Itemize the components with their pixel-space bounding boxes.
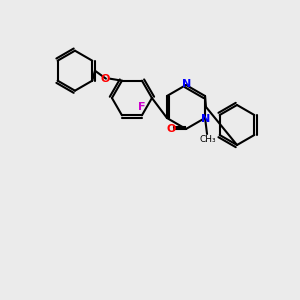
Text: O: O [100, 74, 110, 84]
Text: O: O [166, 124, 176, 134]
Text: N: N [201, 114, 211, 124]
Text: N: N [182, 79, 192, 89]
Text: CH₃: CH₃ [200, 134, 216, 143]
Text: F: F [138, 102, 146, 112]
